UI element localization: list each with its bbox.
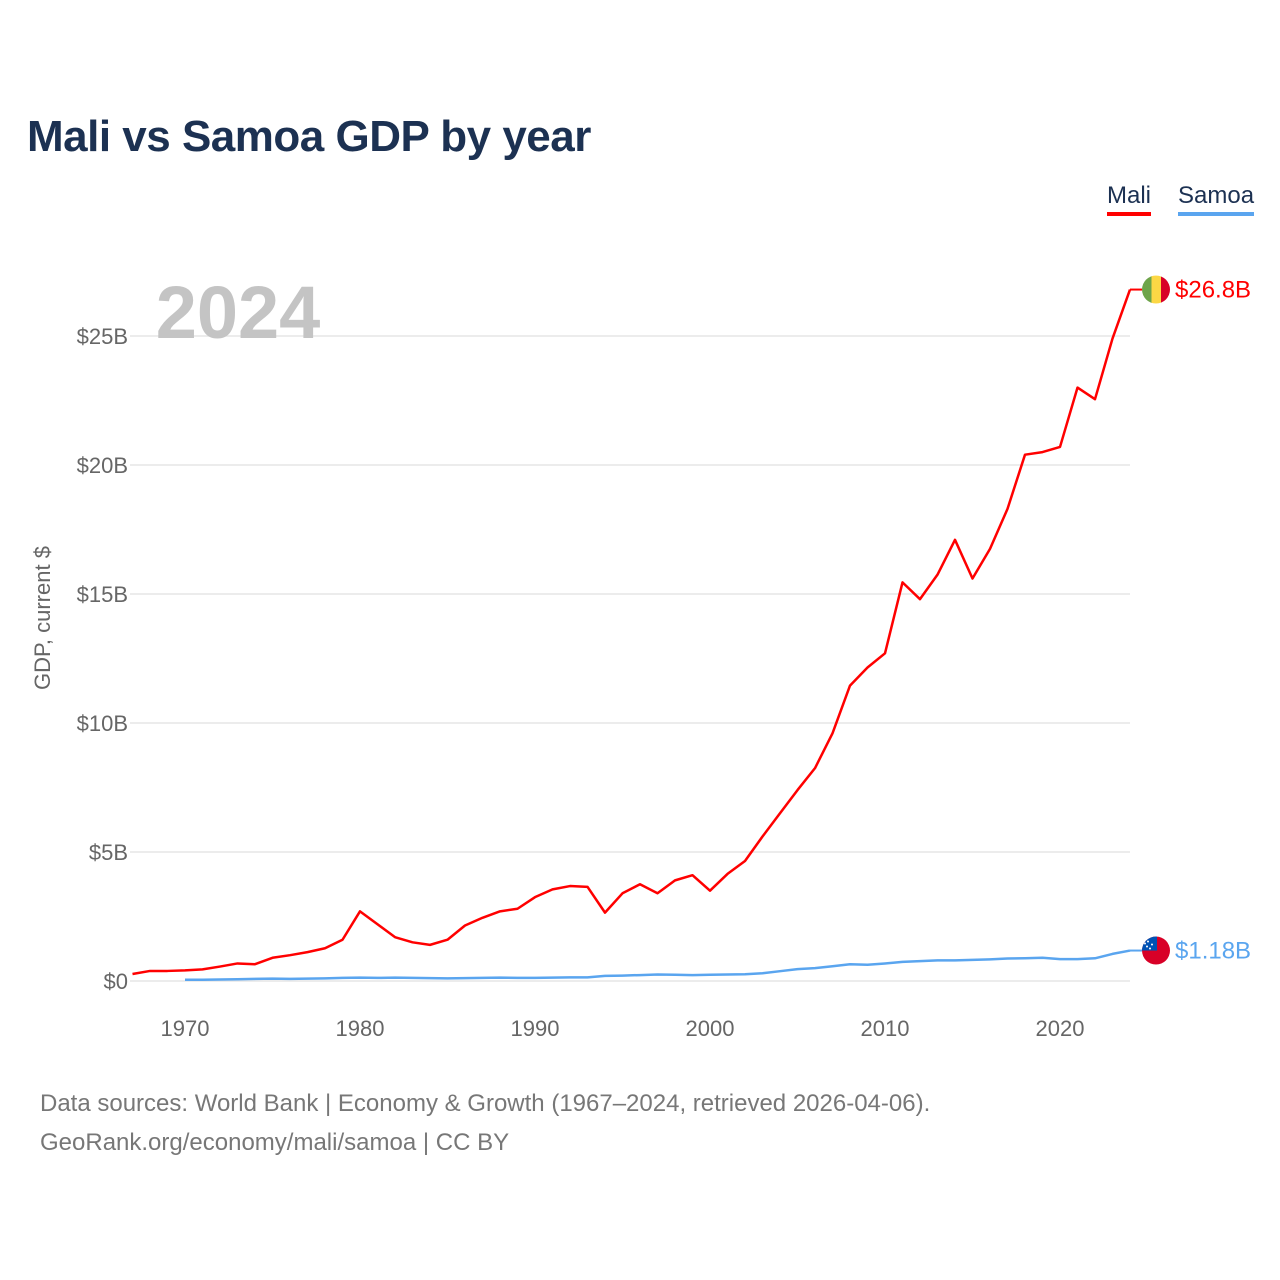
y-tick-label: $0 xyxy=(104,969,128,994)
end-value-label-samoa: $1.18B xyxy=(1175,938,1251,965)
y-tick-label: $5B xyxy=(89,840,128,865)
x-tick-label: 2000 xyxy=(686,1016,735,1041)
y-tick-label: $15B xyxy=(77,582,128,607)
x-tick-label: 1980 xyxy=(336,1016,385,1041)
series-line-samoa xyxy=(185,949,1131,981)
y-tick-label: $20B xyxy=(77,453,128,478)
samoa-flag-icon xyxy=(1142,936,1170,965)
mali-flag-icon xyxy=(1142,275,1170,304)
footer: Data sources: World Bank | Economy & Gro… xyxy=(40,1084,930,1162)
x-tick-label: 1990 xyxy=(511,1016,560,1041)
x-tick-label: 2010 xyxy=(861,1016,910,1041)
year-watermark: 2024 xyxy=(156,271,321,354)
y-tick-label: $10B xyxy=(77,711,128,736)
series-line-mali xyxy=(132,289,1132,976)
line-chart: $0 $5B $10B $15B $20B $25B 1970 1980 1990 2000 201… xyxy=(30,271,1251,1041)
source-text: Data sources: World Bank | Economy & Gro… xyxy=(40,1090,931,1117)
y-axis-label: GDP, current $ xyxy=(30,546,55,690)
y-tick-label: $25B xyxy=(77,324,128,349)
x-tick-label: 2020 xyxy=(1036,1016,1085,1041)
legend-mali[interactable]: Mali xyxy=(1107,182,1152,216)
legend-samoa[interactable]: Samoa xyxy=(1178,182,1255,216)
chart-title: Mali vs Samoa GDP by year xyxy=(27,112,591,161)
x-tick-label: 1970 xyxy=(161,1016,210,1041)
source-link[interactable]: GeoRank.org/economy/mali/samoa | CC BY xyxy=(40,1129,510,1156)
end-value-label-mali: $26.8B xyxy=(1175,277,1251,304)
